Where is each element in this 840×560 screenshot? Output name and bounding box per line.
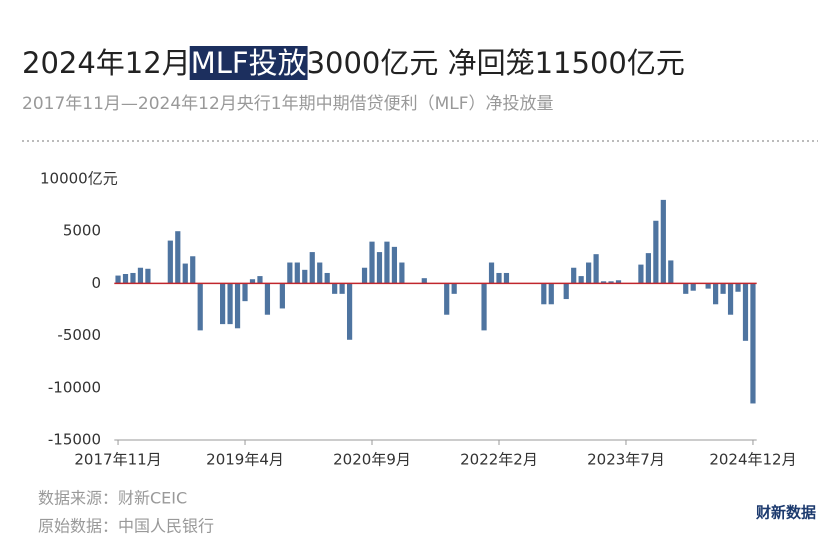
bar: [488, 262, 495, 284]
bar: [503, 272, 510, 284]
source: 数据来源：财新CEIC: [38, 489, 187, 508]
bar: [264, 283, 271, 315]
title-highlight-box: [189, 46, 308, 80]
x-tick-label: 2024年12月: [709, 451, 796, 469]
bar: [234, 283, 241, 329]
y-tick-label: -10000: [48, 378, 101, 396]
bar: [750, 283, 756, 404]
bar: [541, 283, 547, 305]
bar: [220, 283, 226, 325]
x-tick-label: 2019年4月: [206, 451, 284, 469]
bar: [242, 283, 248, 302]
x-tick-label: 2017年11月: [74, 451, 161, 469]
y-tick-label: 10000亿元: [40, 170, 118, 188]
x-tick-label: 2022年2月: [460, 451, 538, 469]
bar: [720, 283, 726, 294]
bar: [145, 268, 151, 284]
bar: [249, 279, 256, 284]
y-tick-label: -15000: [48, 431, 101, 449]
bar: [332, 283, 338, 294]
bar: [130, 272, 136, 284]
x-tick-label: 2023年7月: [587, 451, 665, 469]
bar: [376, 252, 383, 284]
bar: [727, 283, 734, 315]
bar: [451, 283, 457, 294]
bar: [668, 260, 674, 284]
bar: [122, 274, 129, 284]
bar: [638, 264, 644, 284]
bar: [361, 267, 368, 284]
bar: [690, 283, 696, 291]
y-tick-label: 0: [91, 274, 101, 292]
bar: [227, 283, 233, 325]
bar: [197, 283, 203, 331]
brand-logo: 财新数据: [756, 504, 816, 522]
bar: [713, 283, 719, 305]
bar: [608, 281, 614, 284]
y-tick-label: -5000: [57, 326, 101, 344]
bar: [705, 283, 711, 289]
bar: [735, 283, 741, 292]
bar: [444, 283, 450, 315]
bar: [324, 272, 330, 284]
bar: [578, 276, 584, 284]
bar: [167, 240, 173, 284]
bar: [339, 283, 345, 294]
bar: [421, 278, 427, 284]
bar: [279, 283, 285, 309]
bar: [593, 254, 599, 284]
bar: [287, 262, 293, 284]
x-tick-label: 2020年9月: [333, 451, 411, 469]
bar: [615, 280, 622, 284]
chart-title: 2024年12月MLF投放3000亿元 净回笼11500亿元: [22, 46, 685, 80]
bar: [257, 276, 263, 284]
bar: [563, 283, 569, 300]
bar: [742, 283, 749, 341]
bar: [175, 231, 181, 284]
subtitle: 2017年11月—2024年12月央行1年期中期借贷便利（MLF）净投放量: [22, 94, 554, 114]
bar: [346, 283, 353, 340]
title-part: 2024年12月: [22, 46, 191, 80]
bar: [683, 283, 689, 294]
y-tick-label: 5000: [63, 222, 101, 240]
bar: [182, 263, 188, 284]
bar: [548, 283, 554, 305]
bar: [586, 262, 592, 284]
bar: [600, 281, 607, 284]
bar: [660, 199, 666, 284]
title-highlight: MLF投放: [191, 46, 307, 80]
bar: [384, 241, 390, 284]
bar: [571, 267, 577, 284]
title-part: 3000亿元 净回笼11500亿元: [307, 46, 685, 80]
bar: [645, 253, 651, 284]
source: 原始数据：中国人民银行: [38, 517, 214, 536]
bar: [190, 256, 196, 284]
bar: [294, 262, 300, 284]
bar: [137, 267, 144, 284]
bar: [302, 269, 308, 284]
bar: [369, 241, 375, 284]
bar: [653, 220, 659, 284]
bar: [391, 246, 398, 284]
bar: [115, 275, 121, 284]
bar: [496, 272, 502, 284]
bar: [317, 262, 323, 284]
bar: [481, 283, 487, 331]
bar: [309, 252, 315, 284]
bar: [399, 262, 405, 284]
